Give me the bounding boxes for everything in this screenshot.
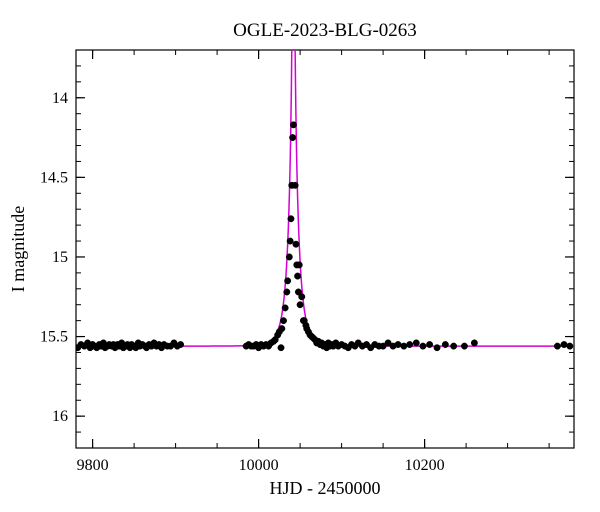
data-point — [471, 340, 477, 346]
data-point — [413, 340, 419, 346]
data-point — [561, 341, 567, 347]
y-tick-label: 16 — [52, 408, 68, 425]
chart-svg: 9800 10000 10200 14 14.5 15 15.5 16 OGLE-2023-BL… — [0, 0, 600, 512]
x-tick-label: 10000 — [239, 457, 279, 474]
data-point — [426, 341, 432, 347]
data-point — [284, 289, 290, 295]
data-point — [297, 302, 303, 308]
data-point — [406, 341, 412, 347]
x-axis-label: HJD - 2450000 — [270, 478, 381, 498]
y-tick-label: 15.5 — [40, 329, 68, 346]
data-point — [289, 134, 295, 140]
data-point — [554, 343, 560, 349]
data-point — [177, 341, 183, 347]
data-point — [280, 317, 286, 323]
data-point — [434, 345, 440, 351]
data-point — [567, 343, 573, 349]
data-point — [293, 241, 299, 247]
data-point — [461, 343, 467, 349]
data-point — [395, 341, 401, 347]
data-point — [278, 345, 284, 351]
data-point — [282, 305, 288, 311]
data-point — [442, 341, 448, 347]
y-tick-label: 14 — [52, 90, 68, 107]
data-point — [296, 262, 302, 268]
data-point — [292, 182, 298, 188]
data-point — [450, 343, 456, 349]
data-point — [284, 278, 290, 284]
data-point — [401, 343, 407, 349]
data-point — [288, 216, 294, 222]
chart-title: OGLE-2023-BLG-0263 — [233, 20, 417, 41]
data-point — [287, 238, 293, 244]
plot-frame — [76, 50, 574, 448]
y-tick-label: 15 — [52, 249, 68, 266]
y-tick-label: 14.5 — [40, 169, 68, 186]
data-point — [299, 294, 305, 300]
data-point — [290, 122, 296, 128]
data-point — [279, 325, 285, 331]
lightcurve-chart: 9800 10000 10200 14 14.5 15 15.5 16 OGLE-2023-BL… — [0, 0, 600, 512]
x-tick-label: 9800 — [77, 457, 109, 474]
data-point — [420, 343, 426, 349]
x-tick-label: 10200 — [405, 457, 445, 474]
data-point — [286, 254, 292, 260]
y-axis-label: I magnitude — [8, 206, 28, 292]
data-point — [294, 273, 300, 279]
